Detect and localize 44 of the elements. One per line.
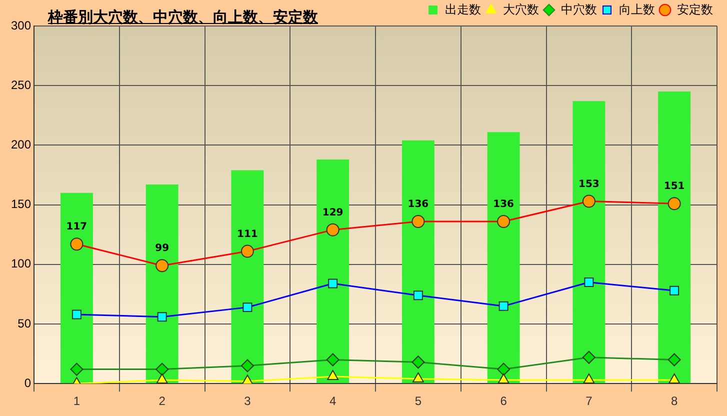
bar <box>572 101 606 384</box>
point <box>412 372 424 382</box>
x-tick-label: 8 <box>670 394 678 408</box>
y-tick-label: 0 <box>24 376 32 390</box>
bar <box>231 170 264 384</box>
y-tick-label: 150 <box>10 197 32 212</box>
bar <box>658 92 691 384</box>
x-tick-label: 6 <box>500 394 508 408</box>
data-label: 117 <box>66 222 88 233</box>
data-label: 151 <box>664 181 685 192</box>
data-label: 153 <box>578 178 600 190</box>
x-tick-label: 1 <box>73 394 80 408</box>
chart-title: 枠番別大穴数、中穴数、向上数、安定数 <box>48 8 318 27</box>
bar <box>146 184 178 384</box>
point <box>156 374 168 384</box>
point <box>327 370 339 380</box>
legend-label: 向上数 <box>619 2 655 16</box>
point <box>498 374 510 384</box>
y-tick-label: 50 <box>18 316 32 330</box>
data-label: 136 <box>408 199 429 210</box>
legend-label: 安定数 <box>677 2 713 16</box>
x-tick-label: 7 <box>586 394 593 408</box>
data-label: 99 <box>155 243 170 254</box>
x-tick-label: 5 <box>414 394 422 408</box>
y-tick-label: 300 <box>10 18 32 32</box>
data-label: 129 <box>322 207 344 218</box>
legend-label: 中穴数 <box>561 2 597 16</box>
bar <box>402 140 434 384</box>
bar <box>487 132 520 384</box>
point <box>668 374 680 384</box>
point <box>583 374 595 384</box>
bar <box>316 160 350 384</box>
x-tick-label: 3 <box>244 394 252 408</box>
bar <box>60 192 93 384</box>
legend-label: 大穴数 <box>503 2 539 16</box>
legend-label: 出走数 <box>445 2 481 16</box>
data-label: 136 <box>493 199 514 210</box>
data-label: 111 <box>237 228 258 240</box>
point <box>242 374 254 384</box>
x-tick-label: 2 <box>158 394 166 408</box>
y-tick-label: 200 <box>10 138 32 152</box>
y-tick-label: 100 <box>10 256 32 271</box>
y-tick-label: 250 <box>10 78 32 92</box>
x-tick-label: 4 <box>329 394 336 408</box>
